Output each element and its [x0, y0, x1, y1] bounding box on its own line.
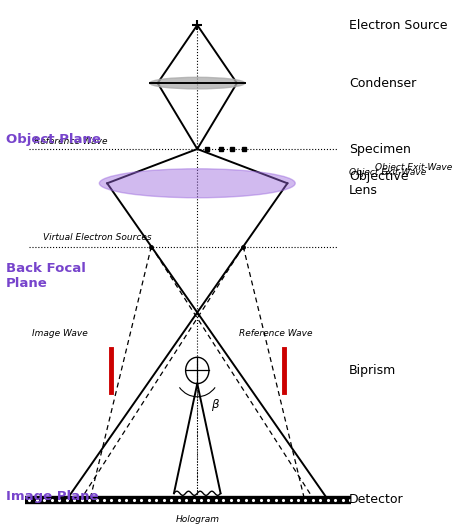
Text: β: β	[211, 398, 219, 411]
Text: Condenser: Condenser	[349, 77, 416, 90]
Text: Hologram: Hologram	[175, 515, 219, 524]
Text: Reference Wave: Reference Wave	[34, 137, 108, 146]
Text: Object Exit-Wave: Object Exit-Wave	[374, 163, 452, 172]
Text: Virtual Electron Sources: Virtual Electron Sources	[43, 233, 152, 242]
Text: Back Focal
Plane: Back Focal Plane	[6, 262, 86, 290]
Text: Electron Source: Electron Source	[349, 19, 447, 32]
Text: Detector: Detector	[349, 493, 403, 506]
Text: Object Exit-Wave: Object Exit-Wave	[349, 168, 426, 177]
Ellipse shape	[100, 169, 295, 198]
Text: Biprism: Biprism	[349, 364, 396, 377]
Text: Objective
Lens: Objective Lens	[349, 170, 409, 197]
Text: Object Plane: Object Plane	[6, 133, 101, 146]
Text: Specimen: Specimen	[349, 143, 411, 155]
Text: Image Plane: Image Plane	[6, 490, 99, 503]
Text: Image Wave: Image Wave	[32, 329, 88, 338]
Text: Reference Wave: Reference Wave	[239, 329, 313, 338]
Ellipse shape	[150, 77, 245, 89]
